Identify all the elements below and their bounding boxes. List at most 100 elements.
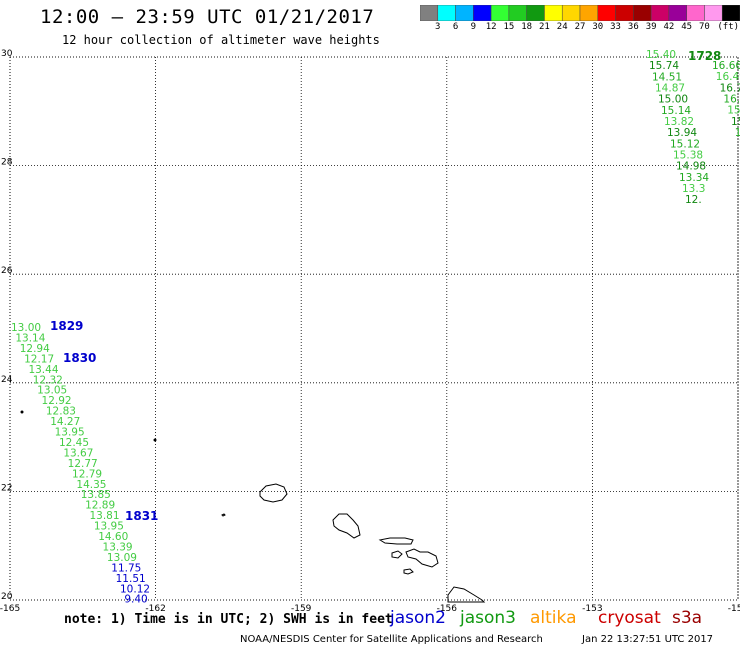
- swh-labels: 15.4016.6615.7416.4914.5116.7414.8716.61…: [11, 49, 740, 606]
- swh-value-label: 1: [735, 127, 740, 139]
- lat-tick-label: 22: [1, 483, 12, 493]
- color-scale-label: 36: [627, 22, 639, 32]
- swh-value-label: 9.40: [124, 594, 147, 606]
- swh-value-label: 13.94: [667, 127, 697, 139]
- islet: [153, 438, 157, 442]
- color-scale-label: 42: [663, 22, 675, 32]
- swh-value-label: 14.60: [98, 531, 128, 543]
- swh-value-label: 16.49: [716, 71, 740, 83]
- swh-value-label: 15.00: [658, 94, 688, 106]
- color-scale-label: 12: [485, 22, 497, 32]
- pass-number-label: 1831: [125, 509, 158, 523]
- swh-value-label: 13.09: [107, 552, 137, 564]
- swh-value-label: 13.3: [682, 183, 705, 195]
- niihau-island: [221, 513, 226, 517]
- swh-value-label: 12.83: [46, 406, 76, 418]
- swh-value-label: 11.75: [111, 562, 141, 574]
- color-scale-label: 39: [645, 22, 657, 32]
- swh-value-label: 13.05: [37, 385, 67, 397]
- color-scale-label: 33: [610, 22, 621, 32]
- swh-value-label: 13.39: [103, 541, 133, 553]
- swh-value-label: 11.51: [116, 573, 146, 585]
- pass-labels: 1728 1829 1830 1831: [50, 49, 721, 523]
- oahu-island: [332, 513, 361, 539]
- swh-value-label: 15.12: [670, 138, 700, 150]
- swh-value-label: 15.40: [646, 49, 676, 61]
- swh-value-label: 12.: [685, 194, 702, 206]
- swh-value-label: 12.17: [24, 353, 54, 365]
- swh-value-label: 15.: [739, 138, 740, 150]
- color-scale-label: 15: [503, 22, 515, 32]
- chart-subtitle: 12 hour collection of altimeter wave hei…: [62, 33, 380, 47]
- legend-s3a: s3a: [672, 608, 703, 628]
- swh-value-label: 15.38: [673, 149, 703, 161]
- swh-value-label: 12.77: [68, 458, 98, 470]
- swh-value-label: 13.81: [89, 510, 119, 522]
- legend-jason2: jason2: [390, 608, 446, 628]
- lat-tick-label: 28: [1, 158, 13, 168]
- kauai-island: [259, 483, 288, 503]
- hawaiian-islands: [20, 410, 486, 603]
- swh-value-label: 15.74: [649, 60, 679, 72]
- kahoolawe-island: [403, 568, 414, 575]
- swh-value-label: 14.51: [652, 71, 682, 83]
- footer-timestamp: Jan 22 13:27:51 UTC 2017: [582, 634, 714, 645]
- lon-tick-label: -165: [0, 604, 20, 614]
- swh-value-label: 13.95: [94, 521, 124, 533]
- swh-value-label: 15: [731, 116, 740, 128]
- lon-tick-label: -156: [437, 604, 458, 614]
- islet: [20, 410, 24, 414]
- legend-jason3: jason3: [460, 608, 516, 628]
- color-scale-label: 3: [435, 22, 441, 32]
- chart-title: 12:00 — 23:59 UTC 01/21/2017: [40, 6, 375, 28]
- swh-value-label: 15.14: [661, 105, 691, 117]
- swh-value-label: 14.35: [76, 479, 106, 491]
- swh-value-label: 13.67: [63, 447, 93, 459]
- swh-value-label: 16.74: [720, 82, 740, 94]
- swh-value-label: 16.6: [723, 93, 740, 105]
- color-scale-labels: 3 6 9 12 15 18 21 24 27 30 33 36 39 42 45 70 (ft): [420, 22, 740, 34]
- maui-island: [405, 548, 439, 568]
- swh-value-label: 13.14: [15, 332, 45, 344]
- swh-value-label: 12.79: [72, 468, 102, 480]
- lon-tick-label: -150: [728, 604, 740, 614]
- lon-tick-label: -153: [582, 604, 602, 614]
- swh-value-label: 12.89: [85, 500, 115, 512]
- legend-altika: altika: [530, 608, 577, 628]
- color-scale-label: 21: [539, 22, 550, 32]
- lat-tick-label: 24: [1, 375, 13, 385]
- axis-tick-labels: -165 -162 -159 -156 -153 -150 30 28 26 24 22 20: [0, 49, 740, 614]
- legend-cryosat: cryosat: [598, 608, 661, 628]
- color-scale-bar: [420, 5, 740, 21]
- pass-number-label: 1829: [50, 319, 83, 333]
- swh-value-label: 14.27: [50, 416, 80, 428]
- swh-value-label: 12.92: [42, 395, 72, 407]
- color-scale-label: 24: [556, 22, 568, 32]
- color-scale-label: (ft): [717, 22, 740, 32]
- swh-value-label: 13.82: [664, 116, 694, 128]
- color-scale-label: 18: [521, 22, 533, 32]
- color-swatch: [721, 5, 740, 21]
- color-scale-label: 27: [574, 22, 586, 32]
- swh-value-label: 13.34: [679, 172, 709, 184]
- swh-value-label: 15.: [727, 105, 740, 117]
- swh-value-label: 12.32: [33, 374, 63, 386]
- hawaii-island: [447, 586, 486, 603]
- lat-tick-label: 20: [1, 592, 13, 602]
- swh-value-label: 14.98: [676, 161, 706, 173]
- swh-value-label: 13.44: [28, 364, 58, 376]
- lon-tick-label: -162: [145, 604, 165, 614]
- lat-tick-label: 30: [1, 49, 13, 59]
- lanai-island: [391, 550, 403, 559]
- swh-value-label: 13.95: [55, 427, 85, 439]
- note-text: note: 1) Time is in UTC; 2) SWH is in fe…: [64, 612, 393, 627]
- grid-lines: [9, 56, 739, 601]
- swh-value-label: 13.85: [81, 489, 111, 501]
- lat-tick-label: 26: [1, 266, 13, 276]
- lon-tick-label: -159: [291, 604, 312, 614]
- swh-value-label: 12.94: [20, 343, 50, 355]
- swh-value-label: 12.45: [59, 437, 89, 449]
- color-scale-label: 30: [592, 22, 604, 32]
- swh-value-label: 16.66: [712, 60, 740, 72]
